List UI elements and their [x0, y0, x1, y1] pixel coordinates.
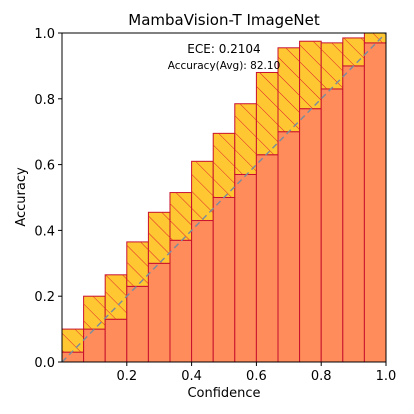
- accuracy-bar: [61, 351, 85, 363]
- accuracy-bar: [104, 318, 128, 363]
- accuracy-bar: [169, 239, 193, 363]
- accuracy-avg-annotation: Accuracy(Avg): 82.10: [168, 60, 281, 72]
- x-axis-ticks: 0.2 0.4 0.6 0.8 1.0: [116, 362, 396, 384]
- gap-hatch: [342, 37, 365, 66]
- accuracy-bar: [277, 131, 301, 363]
- gap-hatch: [83, 296, 106, 330]
- gap-hatch: [191, 161, 214, 221]
- accuracy-bar: [147, 262, 171, 363]
- accuracy-bar: [83, 328, 106, 363]
- perfect-calibration-line: [61, 32, 387, 363]
- gap-hatch: [213, 133, 235, 198]
- gap-hatch: [299, 41, 322, 109]
- y-tick-label: 0.0: [34, 356, 55, 371]
- accuracy-bar: [299, 108, 322, 363]
- y-tick-label: 0.6: [34, 159, 55, 174]
- gap-hatch: [126, 241, 149, 287]
- accuracy-bar: [363, 42, 387, 363]
- y-axis-label: Accuracy: [14, 167, 29, 227]
- gap-hatch: [364, 33, 386, 43]
- accuracy-bar: [255, 154, 279, 363]
- accuracy-bar: [191, 220, 214, 363]
- accuracy-bar: [126, 285, 149, 363]
- plot-frame: [61, 32, 387, 363]
- x-tick-label: 0.8: [311, 369, 332, 384]
- accuracy-bar: [212, 197, 236, 363]
- accuracy-bar: [320, 88, 344, 363]
- x-tick-label: 1.0: [376, 369, 397, 384]
- x-tick-label: 0.2: [116, 369, 137, 384]
- y-axis-ticks: 0.0 0.2 0.4 0.6 0.8 1.0: [34, 27, 62, 371]
- bars-group: [61, 32, 387, 363]
- chart-title: MambaVision-T ImageNet: [128, 11, 320, 29]
- x-tick-label: 0.4: [181, 369, 202, 384]
- gap-hatch: [105, 274, 127, 320]
- y-tick-label: 0.2: [34, 290, 55, 305]
- gap-hatch: [62, 329, 84, 353]
- accuracy-bar: [342, 65, 365, 363]
- gap-hatch: [278, 47, 300, 132]
- x-axis-label: Confidence: [187, 386, 260, 401]
- gap-hatch: [169, 192, 192, 241]
- gap-hatch: [148, 212, 170, 264]
- accuracy-bar: [234, 173, 257, 363]
- gap-hatch: [234, 103, 257, 175]
- gap-hatch: [256, 72, 279, 155]
- y-tick-label: 1.0: [34, 27, 55, 42]
- y-tick-label: 0.4: [34, 224, 55, 239]
- x-tick-label: 0.6: [246, 369, 267, 384]
- ece-annotation: ECE: 0.2104: [187, 42, 260, 56]
- gap-hatch: [321, 42, 343, 89]
- y-tick-label: 0.8: [34, 93, 55, 108]
